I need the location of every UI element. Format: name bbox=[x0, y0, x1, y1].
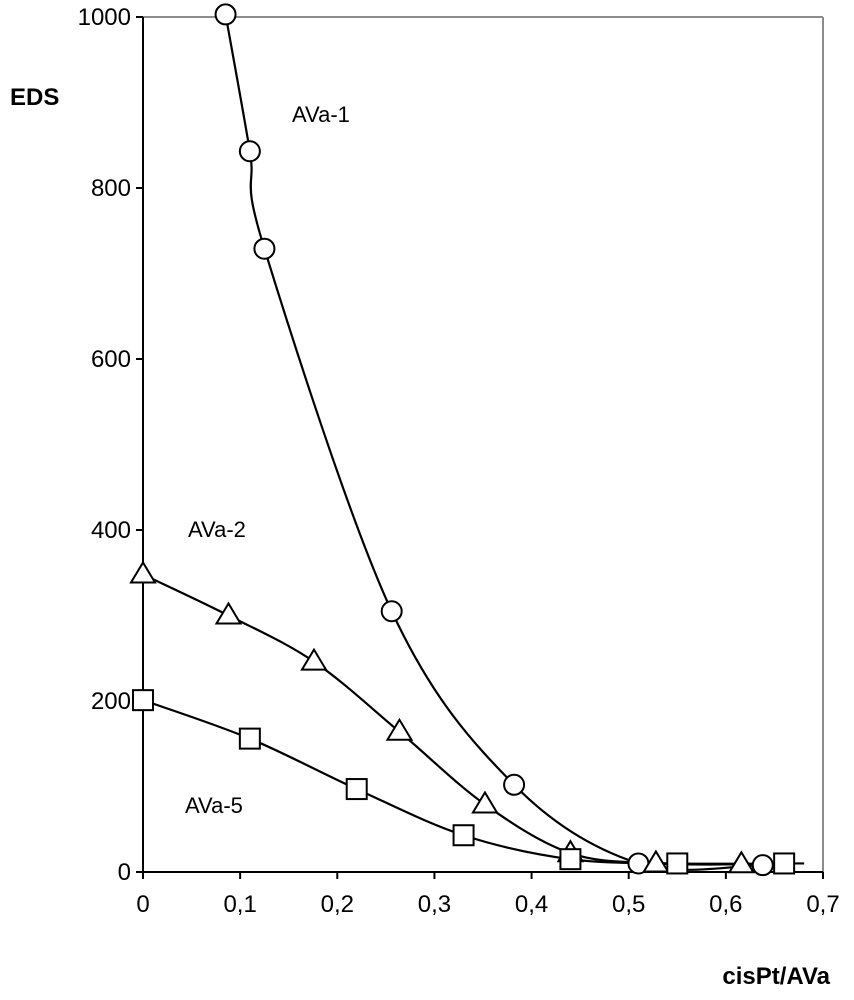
labels: EDS cisPt/AVa AVa-1 AVa-2 AVa-5 bbox=[10, 84, 831, 990]
x-tick-label: 0,7 bbox=[806, 891, 839, 918]
circle-marker bbox=[380, 600, 403, 623]
x-tick-label: 0,3 bbox=[418, 891, 451, 918]
x-axis-title: cisPt/AVa bbox=[722, 963, 830, 990]
triangle-marker bbox=[471, 790, 499, 814]
x-tick-label: 0,4 bbox=[515, 891, 548, 918]
x-tick-label: 0,2 bbox=[321, 891, 354, 918]
square-marker bbox=[452, 824, 475, 847]
y-tick-label: 1000 bbox=[78, 4, 131, 31]
square-marker bbox=[345, 778, 368, 801]
series-line bbox=[224, 14, 783, 871]
circle-marker bbox=[253, 237, 276, 260]
square-marker bbox=[666, 852, 689, 875]
triangle-marker bbox=[727, 850, 756, 874]
axes bbox=[142, 16, 824, 873]
y-tick-label: 200 bbox=[91, 688, 131, 715]
y-tick-label: 400 bbox=[91, 517, 131, 544]
circle-marker bbox=[503, 773, 526, 796]
x-tick-label: 0,5 bbox=[612, 891, 645, 918]
square-marker bbox=[132, 689, 154, 712]
y-tick-label: 800 bbox=[91, 175, 131, 202]
series-label: AVa-1 bbox=[292, 102, 350, 127]
circle-marker bbox=[751, 854, 774, 877]
circle-marker bbox=[238, 140, 261, 163]
triangle-marker bbox=[385, 717, 414, 741]
y-tick-label: 0 bbox=[118, 859, 131, 886]
triangle-marker bbox=[214, 601, 243, 625]
y-axis-title: EDS bbox=[10, 84, 59, 111]
series-label: AVa-2 bbox=[188, 517, 246, 542]
ticks: 0 200 400 600 800 1000 0 0,1 0,2 0,3 0,4 0,5 0,6 0,7 bbox=[78, 4, 840, 918]
triangle-marker bbox=[300, 647, 328, 671]
triangle-marker bbox=[642, 849, 670, 873]
x-tick-label: 0 bbox=[136, 891, 149, 918]
y-tick-label: 600 bbox=[91, 346, 131, 373]
x-tick-label: 0,6 bbox=[709, 891, 742, 918]
series-markers bbox=[129, 3, 796, 877]
x-tick-label: 0,1 bbox=[223, 891, 256, 918]
square-marker bbox=[238, 727, 261, 750]
square-marker bbox=[559, 848, 582, 871]
circle-marker bbox=[214, 3, 237, 26]
triangle-marker bbox=[129, 560, 157, 584]
series-label: AVa-5 bbox=[185, 793, 243, 818]
square-marker bbox=[773, 852, 796, 875]
